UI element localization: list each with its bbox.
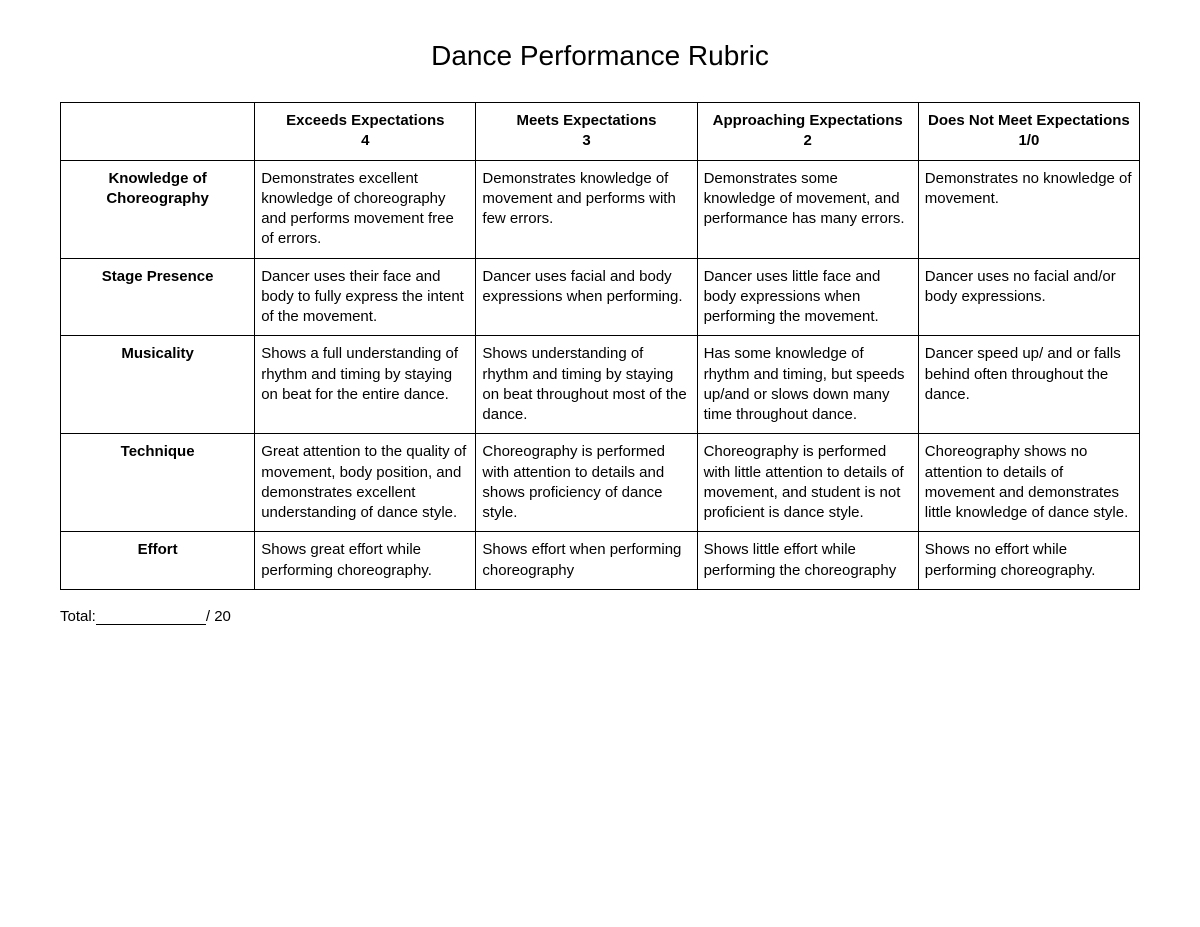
rubric-cell: Choreography is performed with little at…: [697, 434, 918, 532]
total-line: Total: / 20: [60, 608, 1140, 625]
criteria-label: Stage Presence: [61, 258, 255, 336]
table-row: Knowledge of Choreography Demonstrates e…: [61, 160, 1140, 258]
rubric-cell: Dancer uses facial and body expressions …: [476, 258, 697, 336]
page-title: Dance Performance Rubric: [60, 40, 1140, 72]
rubric-cell: Shows a full understanding of rhythm and…: [255, 336, 476, 434]
rubric-cell: Shows little effort while performing the…: [697, 532, 918, 590]
rubric-cell: Shows no effort while performing choreog…: [918, 532, 1139, 590]
rubric-cell: Choreography is performed with attention…: [476, 434, 697, 532]
criteria-label: Effort: [61, 532, 255, 590]
rubric-cell: Dancer uses their face and body to fully…: [255, 258, 476, 336]
rubric-cell: Great attention to the quality of moveme…: [255, 434, 476, 532]
table-row: Technique Great attention to the quality…: [61, 434, 1140, 532]
criteria-label: Technique: [61, 434, 255, 532]
header-label: Approaching Expectations: [704, 111, 912, 131]
rubric-cell: Dancer uses no facial and/or body expres…: [918, 258, 1139, 336]
header-score: 2: [704, 131, 912, 151]
rubric-table: Exceeds Expectations 4 Meets Expectation…: [60, 102, 1140, 590]
header-label: Exceeds Expectations: [261, 111, 469, 131]
table-row: Stage Presence Dancer uses their face an…: [61, 258, 1140, 336]
header-label: Meets Expectations: [482, 111, 690, 131]
criteria-label: Knowledge of Choreography: [61, 160, 255, 258]
rubric-cell: Dancer speed up/ and or falls behind oft…: [918, 336, 1139, 434]
rubric-cell: Dancer uses little face and body express…: [697, 258, 918, 336]
rubric-cell: Has some knowledge of rhythm and timing,…: [697, 336, 918, 434]
header-score: 4: [261, 131, 469, 151]
header-does-not-meet: Does Not Meet Expectations 1/0: [918, 103, 1139, 161]
header-approaching: Approaching Expectations 2: [697, 103, 918, 161]
rubric-cell: Demonstrates knowledge of movement and p…: [476, 160, 697, 258]
total-label: Total:: [60, 608, 96, 625]
header-exceeds: Exceeds Expectations 4: [255, 103, 476, 161]
header-score: 1/0: [925, 131, 1133, 151]
header-meets: Meets Expectations 3: [476, 103, 697, 161]
table-row: Effort Shows great effort while performi…: [61, 532, 1140, 590]
header-score: 3: [482, 131, 690, 151]
total-blank: [96, 624, 206, 625]
rubric-cell: Shows understanding of rhythm and timing…: [476, 336, 697, 434]
table-header-row: Exceeds Expectations 4 Meets Expectation…: [61, 103, 1140, 161]
table-row: Musicality Shows a full understanding of…: [61, 336, 1140, 434]
rubric-cell: Shows effort when performing choreograph…: [476, 532, 697, 590]
header-blank: [61, 103, 255, 161]
header-label: Does Not Meet Expectations: [925, 111, 1133, 131]
criteria-label: Musicality: [61, 336, 255, 434]
rubric-cell: Shows great effort while performing chor…: [255, 532, 476, 590]
total-max: / 20: [206, 608, 231, 625]
rubric-cell: Demonstrates no knowledge of movement.: [918, 160, 1139, 258]
rubric-cell: Demonstrates excellent knowledge of chor…: [255, 160, 476, 258]
rubric-cell: Demonstrates some knowledge of movement,…: [697, 160, 918, 258]
rubric-cell: Choreography shows no attention to detai…: [918, 434, 1139, 532]
